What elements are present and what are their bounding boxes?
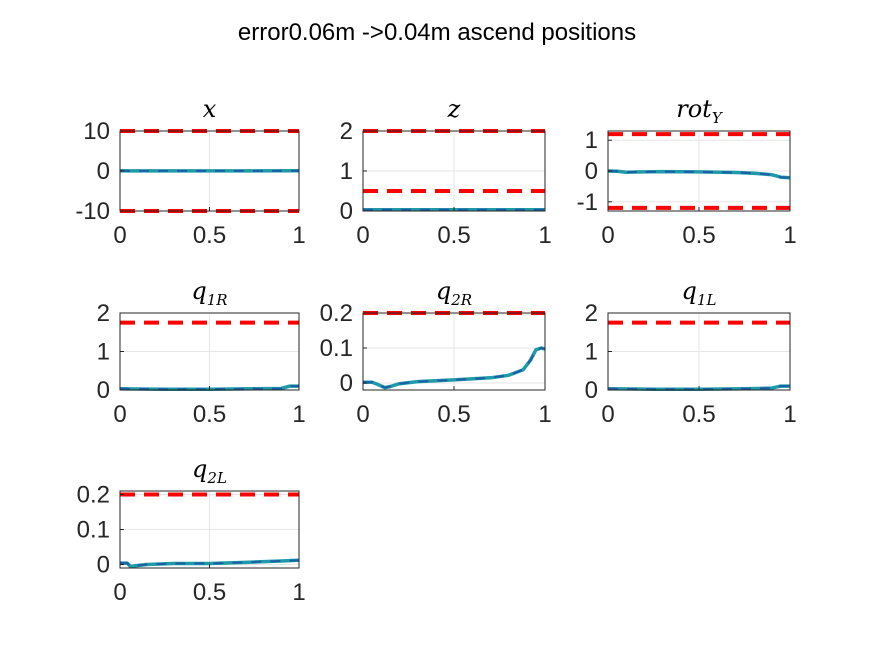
series-line-overlay — [608, 385, 790, 391]
y-tick-label: 0 — [97, 377, 110, 404]
figure-title: error0.06m ->0.04m ascend positions — [238, 19, 636, 46]
subplot-5: 0 0.5 1 0 0.1 0.2 q2R — [320, 277, 552, 428]
y-tick-label: 0.2 — [320, 300, 353, 327]
y-tick-label: 0 — [340, 370, 353, 397]
y-tick-label: 1 — [585, 339, 598, 366]
y-tick-label: 0 — [97, 552, 110, 579]
subplot-title: x — [203, 95, 217, 123]
subplot-title: q1R — [191, 277, 227, 309]
x-tick-label: 0 — [356, 222, 369, 249]
x-tick-label: 0.5 — [437, 222, 470, 249]
y-tick-label: 0.2 — [77, 482, 110, 509]
subplot-2: 0 0.5 1 0 1 2 z — [340, 95, 552, 249]
subplot-6: 0 0.5 1 0 1 2 q1L — [585, 277, 797, 428]
x-tick-label: 0 — [113, 579, 126, 606]
x-tick-label: 0.5 — [437, 401, 470, 428]
x-tick-label: 0.5 — [682, 222, 715, 249]
y-tick-label: 2 — [97, 300, 110, 327]
y-tick-label: 0 — [585, 377, 598, 404]
subplot-title: z — [447, 95, 461, 123]
x-tick-label: 0 — [356, 401, 369, 428]
y-tick-label: 1 — [97, 339, 110, 366]
x-tick-label: 1 — [292, 401, 305, 428]
y-tick-label: -1 — [577, 189, 598, 216]
data-layer — [608, 384, 790, 391]
series-line — [363, 346, 545, 390]
x-tick-label: 1 — [783, 401, 796, 428]
y-tick-label: 0 — [97, 158, 110, 185]
y-tick-label: 0.1 — [77, 517, 110, 544]
subplot-title: rotY — [676, 95, 724, 127]
y-tick-label: 2 — [585, 300, 598, 327]
y-tick-label: 0 — [585, 158, 598, 185]
x-tick-label: 0.5 — [193, 222, 226, 249]
y-tick-label: 1 — [340, 158, 353, 185]
series-line-overlay — [120, 385, 299, 391]
subplot-title: q1L — [682, 277, 717, 309]
x-tick-label: 0 — [601, 401, 614, 428]
x-tick-label: 0 — [113, 401, 126, 428]
subplot-7: 0 0.5 1 0 0.1 0.2 q2L — [77, 455, 306, 606]
y-tick-label: 0 — [340, 198, 353, 225]
x-tick-label: 1 — [538, 401, 551, 428]
x-tick-label: 0 — [113, 222, 126, 249]
x-tick-label: 1 — [538, 222, 551, 249]
data-layer — [608, 169, 790, 180]
x-tick-label: 1 — [292, 222, 305, 249]
x-tick-label: 1 — [783, 222, 796, 249]
y-tick-label: -10 — [75, 198, 110, 225]
data-layer — [363, 346, 545, 390]
y-tick-label: 1 — [585, 127, 598, 154]
x-tick-label: 0.5 — [682, 401, 715, 428]
x-tick-label: 0.5 — [193, 579, 226, 606]
series-line — [608, 169, 790, 180]
y-tick-label: 2 — [340, 118, 353, 145]
x-tick-label: 0.5 — [193, 401, 226, 428]
x-tick-label: 0 — [601, 222, 614, 249]
y-tick-label: 10 — [83, 118, 110, 145]
y-tick-label: 0.1 — [320, 335, 353, 362]
subplot-4: 0 0.5 1 0 1 2 q1R — [97, 277, 306, 428]
series-line-overlay — [120, 559, 299, 568]
data-layer — [120, 558, 299, 569]
x-tick-label: 1 — [292, 579, 305, 606]
subplot-title: q2R — [436, 277, 472, 309]
data-layer — [120, 384, 299, 391]
subplot-title: q2L — [192, 455, 227, 487]
